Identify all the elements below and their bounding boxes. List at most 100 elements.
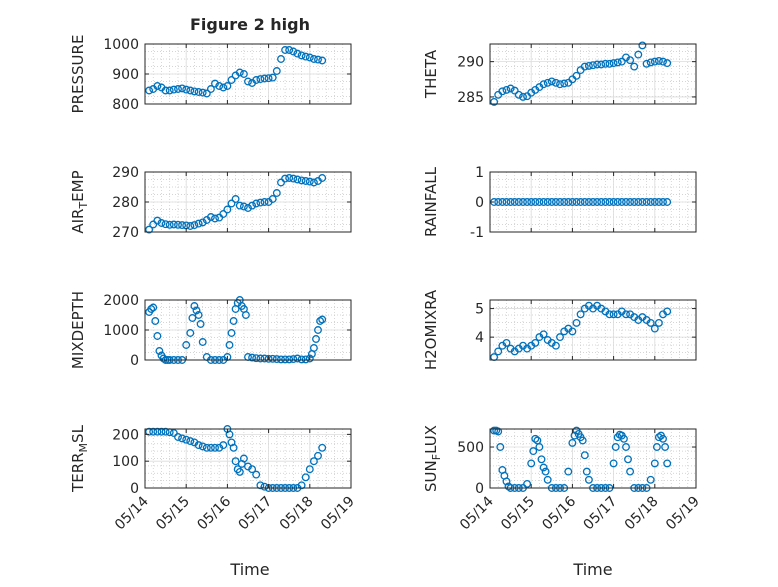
y-axis-label: THETA [422,49,440,99]
data-point [318,174,327,182]
data-point [252,76,261,84]
data-point [239,202,248,211]
x-axis-label-left: Time [229,560,269,579]
x-axis-label-right: Time [572,560,612,579]
data-point [589,61,597,70]
data-point [178,221,187,230]
data-point [514,90,523,99]
y-tick-label: 0 [475,195,484,211]
data-point [198,338,207,346]
data-point [539,463,548,472]
x-tick-label: 05/15 [498,494,538,534]
data-point [169,220,178,229]
data-point [527,198,536,206]
data-point [494,347,503,356]
minor-grid [489,429,697,489]
data-point [551,78,560,87]
data-point [289,355,298,364]
y-axis-label: MIXDEPTH [69,291,87,369]
data-point [147,305,156,313]
panel-airtemp: 270 280 290 AIRTEMP [69,165,352,241]
data-point [541,467,550,476]
data-point [229,317,238,325]
data-point [235,68,244,77]
data-point [650,324,659,333]
data-point [256,198,265,207]
y-tick-label: -1 [470,225,484,241]
data-point [580,198,589,206]
axes-box [489,299,697,361]
data-point [272,189,281,197]
x-tick-label: 05/17 [236,494,276,534]
data-point [215,82,224,90]
data-point [609,459,618,468]
data-point [182,435,191,444]
data-point [186,86,195,95]
y-tick-label: 0 [130,481,139,497]
data-point [241,311,250,319]
x-tick-label: 05/16 [194,493,234,533]
data-series [490,41,672,106]
data-point [178,84,187,93]
data-point [572,198,581,206]
data-point [531,434,540,443]
data-point [301,355,310,364]
panel-mixdepth: 0 1000 2000 MIXDEPTH [69,291,352,369]
data-point [589,198,597,206]
data-point [659,57,667,66]
y-axis-label: PRESSURE [69,35,87,114]
data-point [153,427,162,436]
data-point [157,219,166,227]
data-point [151,317,160,325]
y-tick-label: 1000 [103,37,139,53]
data-point [318,315,327,324]
data-point [626,198,635,206]
data-point [622,443,630,451]
data-point [314,451,322,460]
data-point [202,443,211,452]
data-point [605,59,614,68]
data-point [659,198,667,206]
data-point [490,97,499,106]
data-point [305,53,314,62]
data-point [277,355,285,364]
data-point [535,198,544,206]
data-point [584,475,593,484]
data-point [297,355,306,364]
data-point [642,59,651,68]
data-point [624,455,632,464]
data-point [293,175,302,184]
y-tick-label: 1000 [103,323,139,339]
data-point [153,82,162,90]
data-point [537,455,546,464]
data-point [314,55,322,64]
data-point [260,482,269,491]
data-point [646,318,655,327]
data-point [248,465,257,474]
y-axis-label: TERRMSL [69,424,90,493]
figure-title: Figure 2 high [190,15,310,34]
axes-box [144,428,352,489]
y-tick-label: 5 [475,302,484,318]
y-tick-label: 2000 [103,293,139,309]
data-point [198,442,207,451]
data-point [646,198,655,206]
data-point [305,354,314,363]
data-point [202,89,211,98]
data-point [580,62,589,71]
data-series [145,46,327,98]
data-point [206,213,215,221]
data-point [626,56,635,65]
data-point [268,73,277,82]
data-point [145,225,154,234]
data-point [638,198,647,206]
data-point [654,318,663,327]
data-point [194,88,203,96]
data-point [165,86,174,95]
data-point [543,198,552,206]
data-point [194,311,203,319]
data-point [190,302,199,310]
data-point [318,443,327,452]
data-point [601,59,610,68]
